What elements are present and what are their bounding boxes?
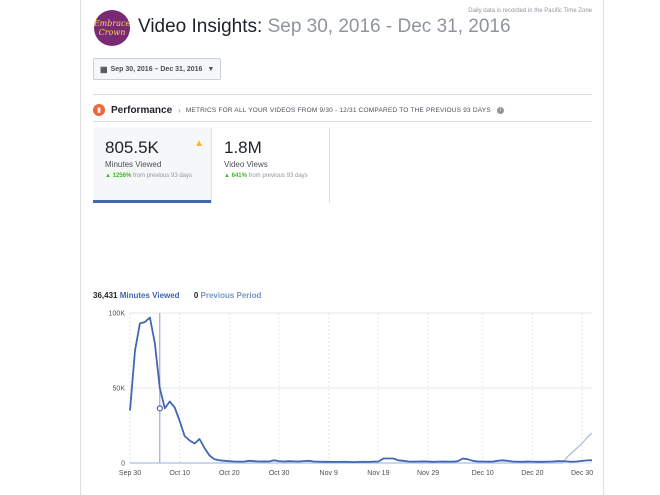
page-title-range: Sep 30, 2016 - Dec 31, 2016	[267, 16, 511, 37]
performance-title[interactable]: Performance	[111, 104, 173, 116]
date-range-label: Sep 30, 2016 – Dec 31, 2016	[110, 65, 203, 73]
metric-change-text: from previous 93 days	[132, 173, 193, 179]
x-tick-label: Sep 30	[119, 470, 141, 477]
calendar-icon: ▦	[100, 64, 108, 74]
x-tick-label: Oct 20	[219, 470, 240, 477]
metric-value: 1.8M	[224, 138, 262, 157]
metric-value: 805.5K	[105, 138, 159, 157]
legend-current-value: 36,431	[93, 291, 118, 300]
metric-change: ▲ 641% from previous 93 days	[224, 171, 319, 181]
legend-current-label[interactable]: Minutes Viewed	[119, 291, 180, 300]
chart-legend: 36,431 Minutes Viewed 0 Previous Period	[93, 291, 261, 300]
change-up-icon: ▲	[105, 173, 111, 179]
logo-line-1: Embrace	[93, 19, 131, 28]
performance-description: METRICS FOR ALL YOUR VIDEOS FROM 9/30 - …	[185, 106, 491, 114]
x-tick-label: Oct 10	[169, 470, 190, 477]
performance-header: ▮ Performance › METRICS FOR ALL YOUR VID…	[93, 104, 504, 116]
x-tick-label: Nov 19	[367, 470, 389, 477]
change-up-icon: ▲	[224, 173, 230, 179]
y-tick-label: 100K	[109, 311, 126, 318]
chevron-right-icon: ›	[178, 105, 181, 115]
metric-change-percent: 641%	[231, 173, 247, 179]
selected-indicator	[93, 200, 211, 203]
series-line-previous-period	[130, 432, 593, 464]
metric-label: Minutes Viewed	[105, 160, 162, 169]
metric-change-text: from previous 93 days	[248, 173, 308, 179]
date-range-button[interactable]: ▦ Sep 30, 2016 – Dec 31, 2016 ▼	[93, 58, 222, 80]
page-logo[interactable]: Embrace Crown	[94, 10, 130, 46]
metric-change: ▲ 1256% from previous 93 days	[105, 171, 200, 181]
y-tick-label: 0	[121, 461, 125, 468]
logo-line-2: Crown	[98, 28, 126, 37]
legend-previous-label[interactable]: Previous Period	[200, 291, 262, 300]
warning-icon[interactable]: ▲	[194, 138, 204, 149]
x-tick-label: Nov 9	[320, 470, 338, 477]
performance-chart-icon: ▮	[93, 104, 105, 116]
chevron-down-icon: ▼	[207, 65, 215, 73]
content-right-border	[603, 0, 604, 495]
section-divider	[93, 94, 592, 95]
metric-label: Video Views	[224, 160, 268, 169]
timezone-note: Daily data is recorded in the Pacific Ti…	[468, 8, 592, 14]
page-title: Video Insights: Sep 30, 2016 - Dec 31, 2…	[138, 16, 511, 38]
x-tick-label: Dec 10	[472, 470, 494, 477]
x-tick-label: Dec 20	[521, 470, 543, 477]
page-title-label: Video Insights:	[138, 16, 263, 37]
metric-change-percent: 1256%	[112, 173, 132, 179]
hover-marker-point	[156, 405, 163, 412]
info-icon[interactable]: i	[496, 106, 504, 114]
y-tick-label: 50K	[113, 386, 126, 393]
x-tick-label: Oct 30	[269, 470, 290, 477]
legend-previous-value: 0	[193, 291, 199, 300]
x-tick-label: Dec 30	[571, 470, 593, 477]
performance-divider	[93, 121, 592, 122]
content-left-border	[80, 0, 81, 495]
series-line-minutes-viewed	[129, 316, 593, 464]
x-tick-label: Nov 29	[417, 470, 439, 477]
metric-card-minutes-viewed[interactable]: 805.5K Minutes Viewed ▲ 1256% from previ…	[93, 128, 212, 203]
metric-card-video-views[interactable]: 1.8M Video Views ▲ 641% from previous 93…	[212, 128, 330, 203]
